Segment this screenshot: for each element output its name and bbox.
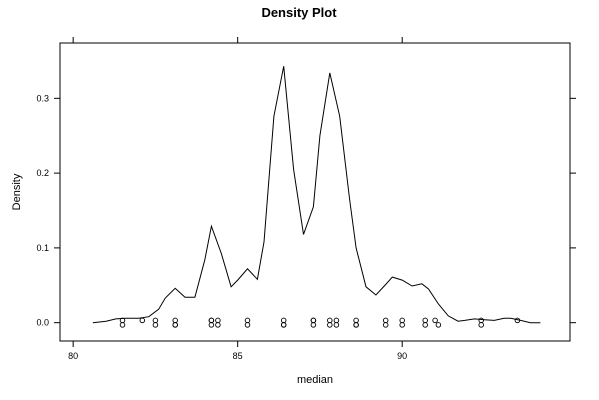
- rug-point: [327, 317, 333, 324]
- rug-point: [280, 322, 287, 328]
- rug-point: [422, 322, 428, 328]
- rug-point: [172, 322, 178, 328]
- rug-point: [172, 317, 178, 324]
- data-marks: [92, 66, 541, 328]
- rug-point: [435, 322, 442, 328]
- rug-point: [119, 322, 126, 328]
- rug-point: [280, 317, 287, 324]
- y-tick-label: 0.1: [36, 243, 49, 253]
- rug-point: [310, 317, 317, 324]
- rug-point: [208, 317, 215, 324]
- y-tick-label: 0.2: [36, 168, 49, 178]
- rug-point: [215, 322, 221, 328]
- rug-point: [333, 317, 340, 324]
- axis-ticks: 80 85 90 0.0 0.1 0.2 0.3: [36, 37, 576, 361]
- y-tick-label: 0.0: [36, 318, 49, 328]
- rug-point: [152, 322, 159, 328]
- x-axis-label: median: [297, 374, 333, 386]
- y-tick-label: 0.3: [36, 93, 49, 103]
- rug-point: [244, 317, 251, 324]
- rug-point: [399, 317, 405, 324]
- rug-point: [208, 322, 215, 328]
- rug-point: [244, 322, 251, 328]
- density-line: [92, 66, 541, 324]
- rug-point: [382, 322, 389, 328]
- rug-point: [139, 317, 146, 324]
- rug-point: [152, 317, 159, 324]
- rug-point: [422, 317, 428, 324]
- chart-title: Density Plot: [261, 5, 337, 20]
- rug-point: [478, 317, 484, 324]
- x-tick-label: 80: [68, 351, 78, 361]
- rug-point: [382, 317, 389, 324]
- y-axis-label: Density: [11, 173, 23, 210]
- rug-point: [310, 322, 317, 328]
- x-tick-label: 90: [397, 351, 407, 361]
- rug-point: [215, 317, 221, 324]
- rug-point: [432, 317, 438, 324]
- rug-point: [353, 317, 359, 324]
- rug-point: [333, 322, 340, 328]
- rug-point: [514, 317, 521, 324]
- rug-point: [478, 322, 484, 328]
- plot-frame: [59, 42, 571, 342]
- rug-point: [399, 322, 405, 328]
- x-tick-label: 85: [233, 351, 243, 361]
- rug-point: [327, 322, 333, 328]
- rug-point: [353, 322, 359, 328]
